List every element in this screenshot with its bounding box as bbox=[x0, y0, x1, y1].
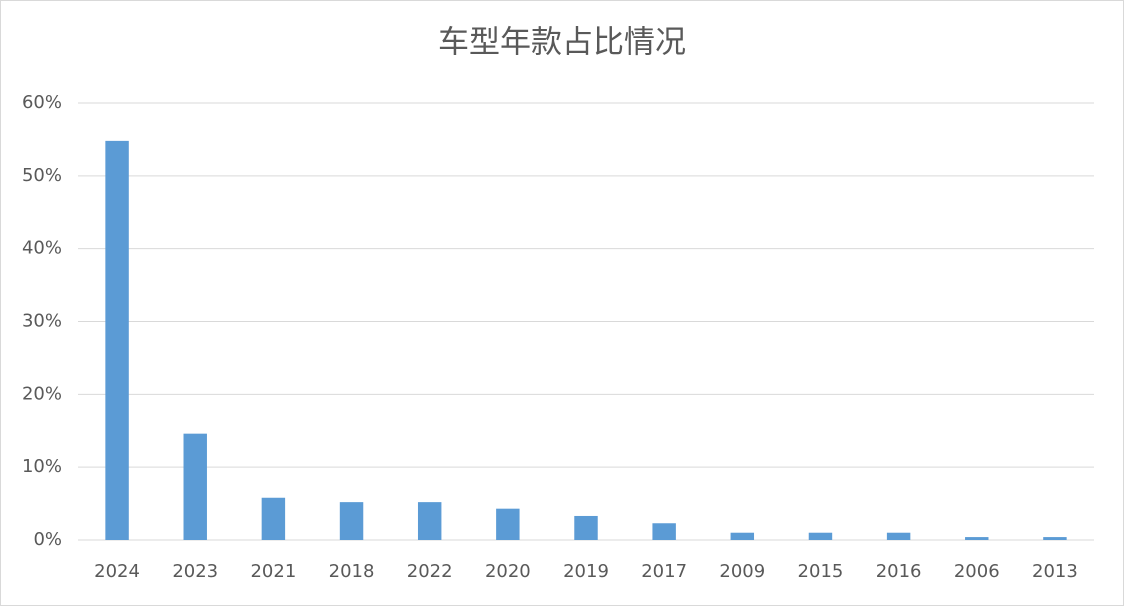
chart-title: 车型年款占比情况 bbox=[438, 25, 686, 61]
x-tick-label: 2015 bbox=[798, 561, 844, 582]
bar bbox=[339, 502, 364, 540]
bar bbox=[965, 537, 989, 540]
x-tick-label: 2022 bbox=[407, 561, 453, 582]
x-tick-label: 2013 bbox=[1032, 561, 1078, 582]
bar bbox=[808, 532, 833, 540]
x-tick-label: 2019 bbox=[563, 561, 609, 582]
x-tick-label: 2017 bbox=[641, 561, 687, 582]
x-tick-label: 2018 bbox=[329, 561, 375, 582]
x-tick-label: 2009 bbox=[719, 561, 765, 582]
x-tick-label: 2006 bbox=[954, 561, 1000, 582]
bar bbox=[496, 508, 520, 540]
bar bbox=[417, 502, 442, 540]
y-tick-label: 30% bbox=[22, 311, 62, 332]
x-tick-label: 2016 bbox=[876, 561, 922, 582]
y-tick-label: 50% bbox=[22, 165, 62, 186]
x-tick-label: 2020 bbox=[485, 561, 531, 582]
bar bbox=[652, 523, 676, 540]
y-tick-label: 40% bbox=[22, 238, 62, 259]
bar bbox=[886, 532, 911, 540]
y-tick-label: 0% bbox=[33, 529, 62, 550]
x-tick-label: 2024 bbox=[94, 561, 140, 582]
x-tick-label: 2023 bbox=[172, 561, 218, 582]
y-tick-label: 20% bbox=[22, 383, 62, 404]
bar bbox=[183, 433, 207, 540]
bar bbox=[105, 140, 129, 540]
x-tick-label: 2021 bbox=[250, 561, 296, 582]
bar bbox=[1043, 537, 1067, 540]
y-tick-label: 10% bbox=[22, 456, 62, 477]
bar bbox=[730, 532, 755, 540]
y-tick-label: 60% bbox=[22, 92, 62, 113]
bar bbox=[261, 497, 286, 540]
bar bbox=[574, 515, 598, 540]
